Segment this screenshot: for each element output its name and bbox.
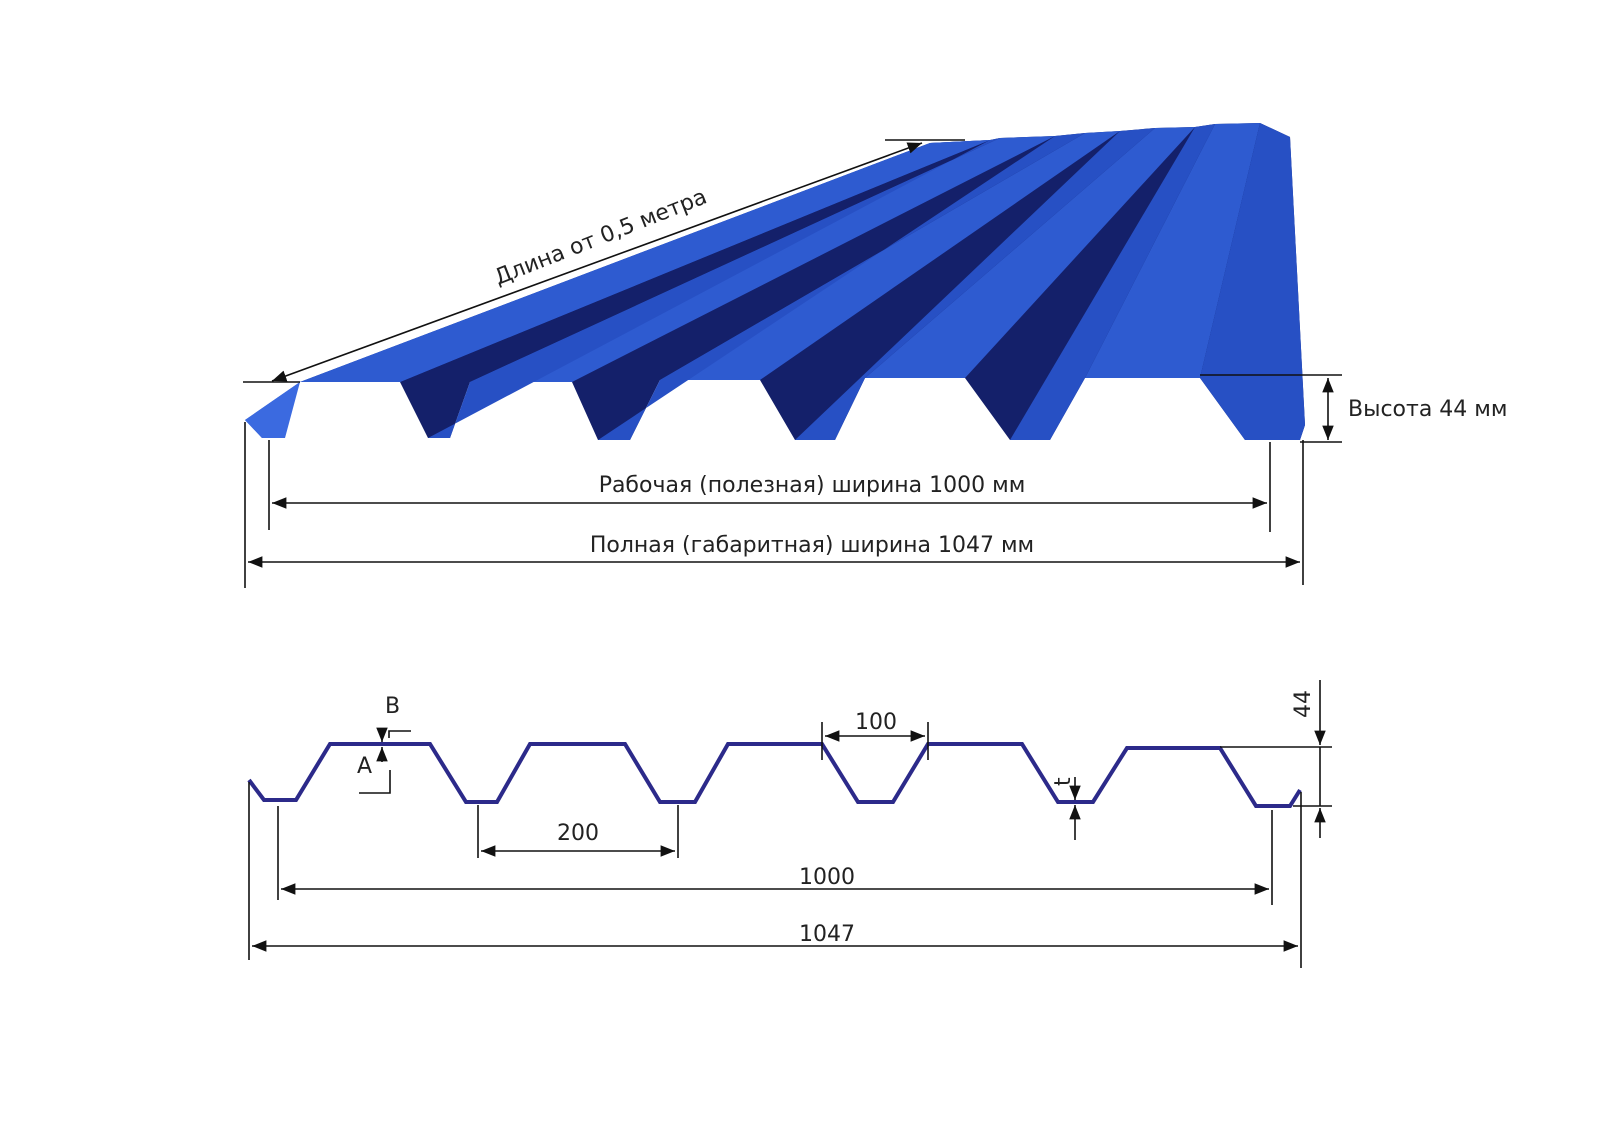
label-a: A: [357, 754, 372, 779]
valley-face: [1010, 124, 1215, 440]
label-b: B: [385, 694, 400, 719]
rib-face: [865, 127, 1195, 378]
dim-1000: 1000: [799, 865, 855, 890]
dim-200: 200: [557, 821, 599, 846]
sheet-3d: [245, 123, 1305, 440]
valley-face: [1200, 123, 1305, 440]
valley-faces: [428, 123, 1305, 440]
sheet-profile: [247, 742, 1302, 808]
profile-dimensions: B A 100 200 t 44 1000 1047: [248, 680, 1332, 968]
front-lip: [245, 382, 300, 438]
length-dimension-line: [271, 142, 923, 382]
dim-100: 100: [855, 710, 897, 735]
dim-1047: 1047: [799, 922, 855, 947]
rib-face: [1085, 123, 1260, 378]
height-label: Высота 44 мм: [1348, 397, 1508, 422]
working-width-label: Рабочая (полезная) ширина 1000 мм: [599, 473, 1026, 498]
label-t: t: [1051, 777, 1076, 786]
dim-44: 44: [1291, 690, 1316, 718]
valley-face: [795, 128, 1155, 440]
full-width-label: Полная (габаритная) ширина 1047 мм: [590, 533, 1034, 558]
